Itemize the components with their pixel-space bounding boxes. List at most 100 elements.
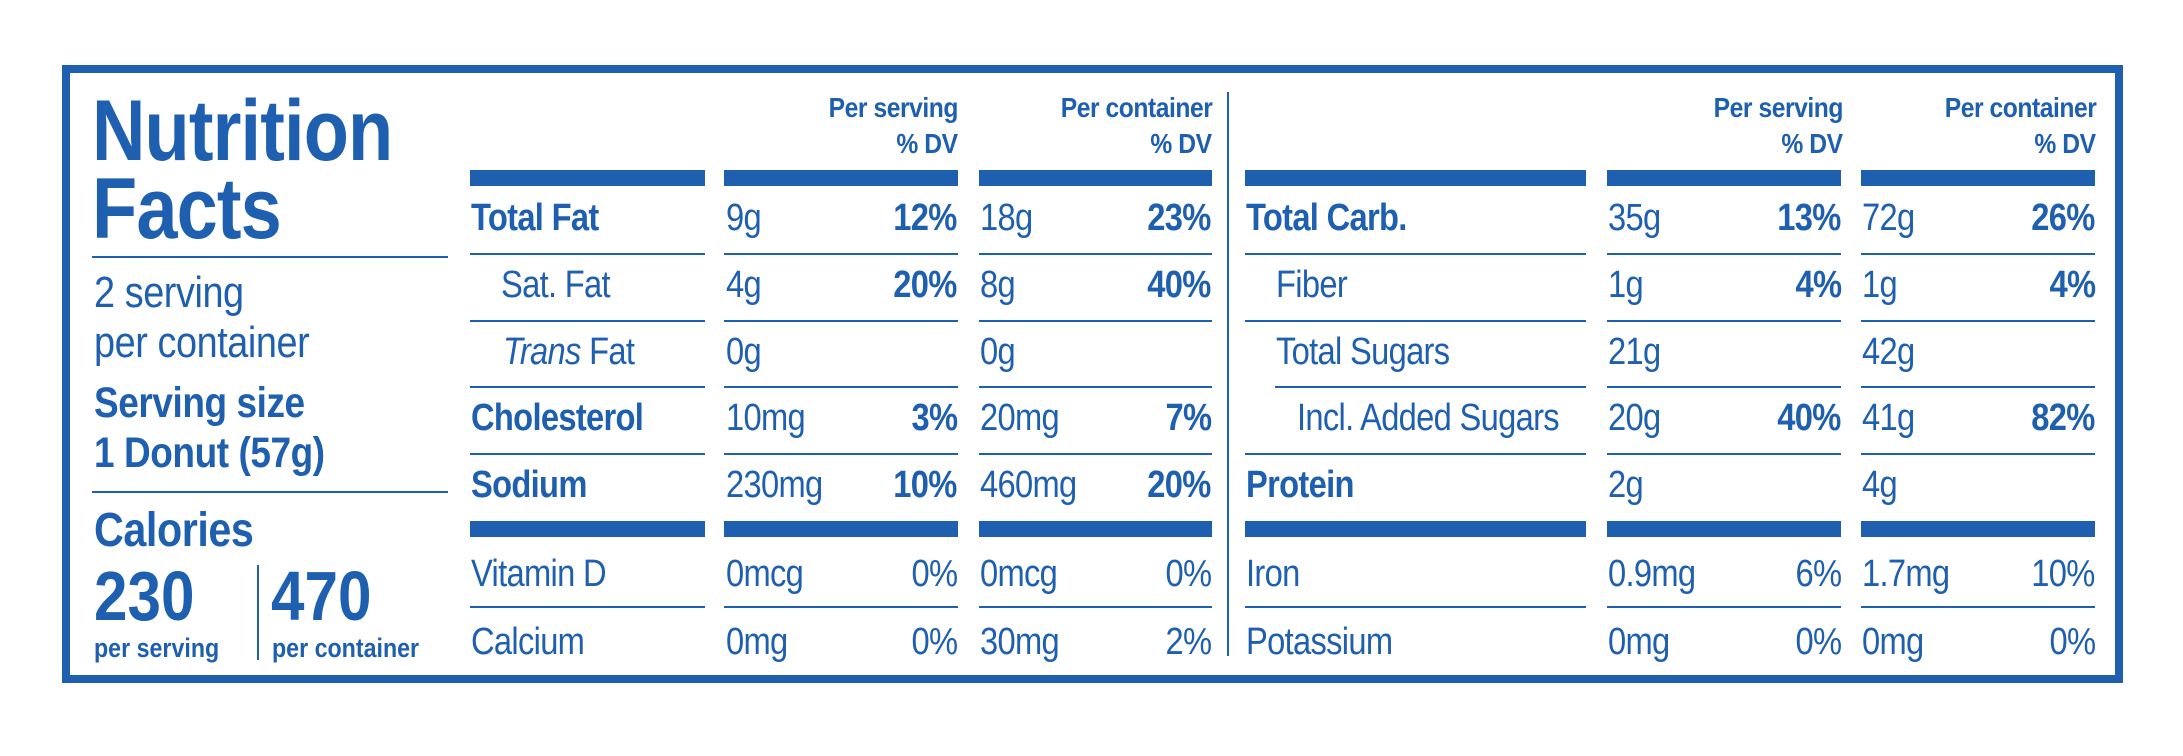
container-amount: 18g (980, 197, 1033, 239)
serving-amount: 0.9mg (1608, 553, 1696, 595)
serving-size-value: 1 Donut (57g) (94, 429, 325, 477)
row-rule (1245, 606, 1586, 608)
row-rule (724, 606, 958, 608)
container-amount: 0mg (1862, 621, 1924, 663)
servings-line-1: 2 serving (94, 268, 244, 317)
serving-dv: 40% (1777, 397, 1842, 439)
row-rule (1607, 320, 1841, 322)
left-top-bar-container (979, 170, 1212, 186)
left-header-container-1: Per container (1060, 92, 1212, 123)
row-rule (979, 386, 1212, 388)
serving-amount: 0mg (1608, 621, 1670, 663)
left-mid-bar-serving (724, 521, 958, 537)
micronutrient-name: Potassium (1246, 621, 1393, 663)
row-rule (1275, 386, 1586, 388)
row-rule (979, 253, 1212, 255)
nutrient-name: Total Fat (471, 197, 599, 239)
calories-per-container: 470 (271, 557, 372, 635)
row-rule (979, 453, 1212, 455)
container-amount: 1.7mg (1862, 553, 1950, 595)
container-amount: 460mg (980, 464, 1077, 506)
left-top-bar-serving (724, 170, 958, 186)
row-rule (1607, 453, 1841, 455)
serving-dv: 0% (1795, 621, 1842, 663)
row-rule (1607, 386, 1841, 388)
row-rule (470, 320, 705, 322)
calories-per-serving-label: per serving (94, 633, 220, 663)
container-amount: 20mg (980, 397, 1060, 439)
right-top-bar-serving (1607, 170, 1841, 186)
serving-dv: 20% (893, 264, 958, 306)
nutrient-name-rest: Fat (580, 331, 635, 373)
row-rule (470, 453, 705, 455)
serving-amount: 9g (726, 197, 762, 239)
left-header-container-2: % DV (1150, 128, 1213, 159)
container-amount: 30mg (980, 621, 1060, 663)
row-rule (470, 386, 705, 388)
row-rule (979, 606, 1212, 608)
micronutrient-name: Iron (1246, 553, 1300, 595)
container-dv: 10% (2031, 553, 2096, 595)
left-header-serving-1: Per serving (828, 92, 959, 123)
serving-amount: 0mcg (726, 553, 804, 595)
micronutrient-name: Calcium (471, 621, 585, 663)
row-rule (470, 606, 705, 608)
serving-dv: 3% (911, 397, 958, 439)
serving-dv: 0% (911, 621, 958, 663)
row-rule (1245, 253, 1586, 255)
nutrient-name: Fiber (1276, 264, 1348, 306)
left-mid-bar-name (470, 521, 705, 537)
serving-amount: 2g (1608, 464, 1644, 506)
container-amount: 4g (1862, 464, 1898, 506)
container-amount: 42g (1862, 331, 1915, 373)
container-amount: 8g (980, 264, 1016, 306)
section-divider (1227, 92, 1229, 656)
micronutrient-name: Vitamin D (471, 553, 607, 595)
row-rule (724, 453, 958, 455)
right-mid-bar-container (1861, 521, 2095, 537)
container-amount: 0mcg (980, 553, 1058, 595)
left-mid-bar-container (979, 521, 1212, 537)
serving-amount: 4g (726, 264, 762, 306)
container-amount: 0g (980, 331, 1016, 373)
container-amount: 72g (1862, 197, 1915, 239)
title-line-2: Facts (92, 161, 282, 257)
serving-dv: 0% (911, 553, 958, 595)
container-amount: 1g (1862, 264, 1898, 306)
right-top-bar-name (1245, 170, 1586, 186)
container-dv: 26% (2031, 197, 2096, 239)
container-dv: 4% (2049, 264, 2096, 306)
serving-amount: 21g (1608, 331, 1661, 373)
nutrient-name: Total Sugars (1276, 331, 1450, 373)
row-rule (1245, 320, 1586, 322)
right-header-serving-2: % DV (1781, 128, 1844, 159)
row-rule (1861, 386, 2095, 388)
nutrition-facts-panel (62, 65, 2123, 683)
row-rule (724, 320, 958, 322)
container-amount: 41g (1862, 397, 1915, 439)
row-rule (1861, 453, 2095, 455)
row-rule (470, 253, 705, 255)
right-mid-bar-serving (1607, 521, 1841, 537)
row-rule (1245, 453, 1586, 455)
nutrient-name: Total Carb. (1246, 197, 1407, 239)
side-divider-2 (92, 491, 448, 493)
nutrient-name: Incl. Added Sugars (1297, 397, 1560, 439)
nutrient-name: Sodium (471, 464, 587, 506)
serving-size-label: Serving size (94, 379, 305, 427)
row-rule (979, 320, 1212, 322)
side-divider (92, 256, 448, 258)
nutrient-name: Sat. Fat (501, 264, 611, 306)
row-rule (724, 253, 958, 255)
serving-dv: 13% (1777, 197, 1842, 239)
container-dv: 23% (1147, 197, 1212, 239)
row-rule (724, 386, 958, 388)
nutrient-name: Cholesterol (471, 397, 644, 439)
row-rule (1861, 320, 2095, 322)
serving-dv: 6% (1795, 553, 1842, 595)
left-header-serving-2: % DV (896, 128, 959, 159)
serving-amount: 35g (1608, 197, 1661, 239)
row-rule (1861, 253, 2095, 255)
serving-amount: 0mg (726, 621, 788, 663)
calories-per-container-label: per container (272, 633, 420, 663)
